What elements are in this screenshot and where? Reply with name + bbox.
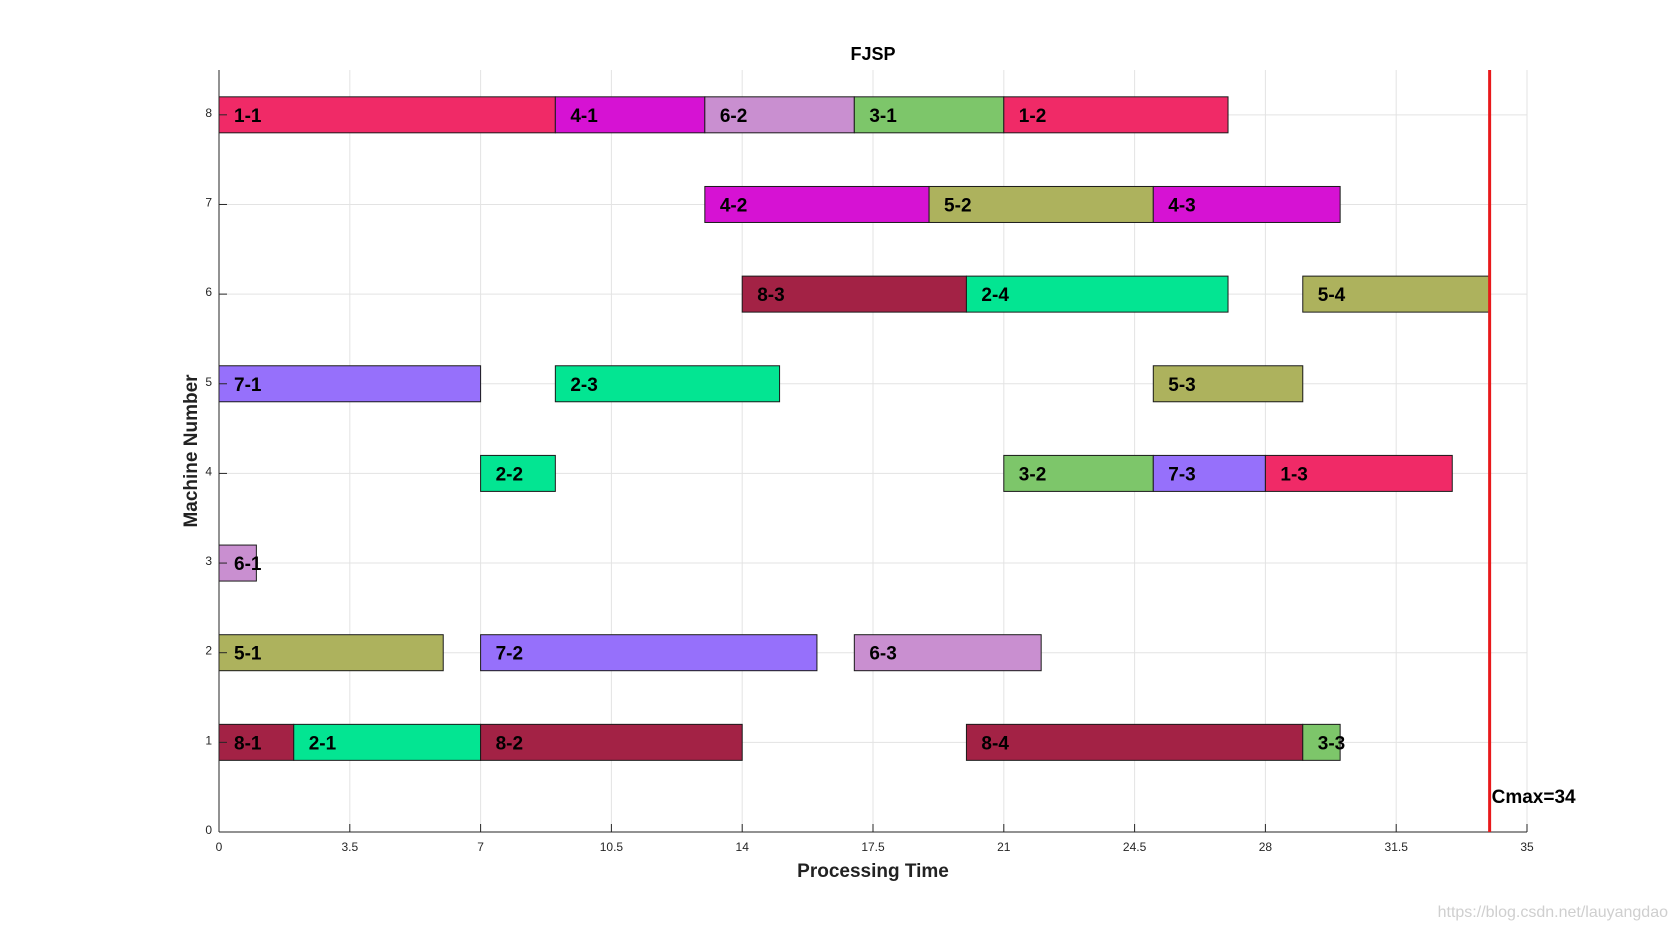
x-axis-label: Processing Time	[797, 861, 949, 882]
task-label-3-3: 3-3	[1318, 733, 1345, 754]
grid-lines	[218, 70, 1528, 833]
task-label-8-1: 8-1	[234, 733, 262, 754]
axes: 0 3.5 7 10.5 14 17.5 21 24.5 28 31.5 35 0 1 2 3 4 5 6 7 8	[205, 70, 1534, 854]
y-tick-label: 7	[205, 195, 212, 209]
task-bar-8-4	[965, 723, 1304, 761]
x-tick-label: 28	[1259, 840, 1273, 854]
task-bar-8-2	[480, 723, 743, 761]
task-label-2-4: 2-4	[981, 285, 1009, 306]
chart-title: FJSP	[850, 44, 895, 64]
task-bar-2-1	[293, 723, 482, 761]
task-label-6-1: 6-1	[234, 554, 262, 575]
task-label-4-2: 4-2	[720, 195, 747, 216]
watermark: https://blog.csdn.net/lauyangdao	[1437, 904, 1668, 921]
task-label-5-3: 5-3	[1168, 375, 1195, 396]
task-bar-1-2	[1003, 96, 1229, 134]
task-label-8-3: 8-3	[757, 285, 784, 306]
task-label-7-1: 7-1	[234, 375, 262, 396]
task-label-2-2: 2-2	[496, 464, 523, 485]
task-bar-1-3	[1264, 454, 1453, 492]
x-tick-label: 10.5	[600, 840, 624, 854]
task-bar-2-2	[480, 454, 556, 492]
x-tick-label: 3.5	[341, 840, 358, 854]
task-bar-2-3	[554, 365, 781, 403]
x-tick-label: 7	[477, 840, 484, 854]
task-label-1-3: 1-3	[1280, 464, 1307, 485]
task-bar-6-2	[704, 96, 855, 134]
task-bar-4-1	[554, 96, 706, 134]
y-tick-label: 0	[205, 823, 212, 837]
task-label-5-4: 5-4	[1318, 285, 1346, 306]
y-tick-label: 1	[205, 733, 212, 747]
task-label-7-3: 7-3	[1168, 464, 1195, 485]
task-bar-8-1	[218, 723, 295, 761]
task-bar-7-2	[480, 634, 818, 672]
task-label-5-2: 5-2	[944, 195, 971, 216]
y-tick-label: 5	[205, 375, 212, 389]
x-tick-label: 24.5	[1123, 840, 1147, 854]
y-tick-label: 4	[205, 464, 212, 478]
task-label-1-2: 1-2	[1019, 106, 1046, 127]
x-tick-label: 31.5	[1385, 840, 1409, 854]
task-bar-5-4	[1302, 275, 1491, 313]
task-label-8-2: 8-2	[496, 733, 523, 754]
x-tick-label: 35	[1520, 840, 1534, 854]
task-bar-1-1	[218, 96, 556, 134]
y-tick-label: 3	[205, 554, 212, 568]
task-bar-2-4	[965, 275, 1229, 313]
task-label-6-2: 6-2	[720, 106, 747, 127]
x-tick-label: 21	[997, 840, 1011, 854]
task-bar-7-1	[218, 365, 482, 403]
task-label-3-1: 3-1	[869, 106, 897, 127]
task-bar-6-3	[853, 634, 1042, 672]
cmax-label: Cmax=34	[1492, 787, 1576, 808]
x-tick-label: 17.5	[861, 840, 885, 854]
y-tick-label: 6	[205, 285, 212, 299]
task-bar-4-3	[1152, 185, 1341, 223]
y-tick-label: 2	[205, 644, 212, 658]
x-tick-label: 14	[736, 840, 750, 854]
y-tick-label: 8	[205, 106, 212, 120]
task-label-1-1: 1-1	[234, 106, 262, 127]
task-label-8-4: 8-4	[981, 733, 1009, 754]
task-bar-7-3	[1152, 454, 1266, 492]
task-bars: 1-1 4-1 6-2 3-1 1-2 4-2 5-2 4-3 8-3 2-4 5-4 7-1 2-3 5…	[218, 96, 1491, 761]
task-label-4-1: 4-1	[570, 106, 598, 127]
task-label-2-1: 2-1	[309, 733, 337, 754]
task-label-7-2: 7-2	[496, 644, 523, 665]
task-bar-3-1	[853, 96, 1005, 134]
task-bar-5-2	[928, 185, 1154, 223]
task-label-6-3: 6-3	[869, 644, 896, 665]
task-bar-5-1	[218, 634, 444, 672]
task-bar-8-3	[741, 275, 967, 313]
task-label-3-2: 3-2	[1019, 464, 1046, 485]
task-label-2-3: 2-3	[570, 375, 597, 396]
task-label-4-3: 4-3	[1168, 195, 1195, 216]
task-label-5-1: 5-1	[234, 644, 262, 665]
task-bar-3-3	[1302, 723, 1341, 761]
y-axis-label: Machine Number	[181, 374, 202, 528]
task-bar-5-3	[1152, 365, 1304, 403]
x-tick-label: 0	[216, 840, 223, 854]
